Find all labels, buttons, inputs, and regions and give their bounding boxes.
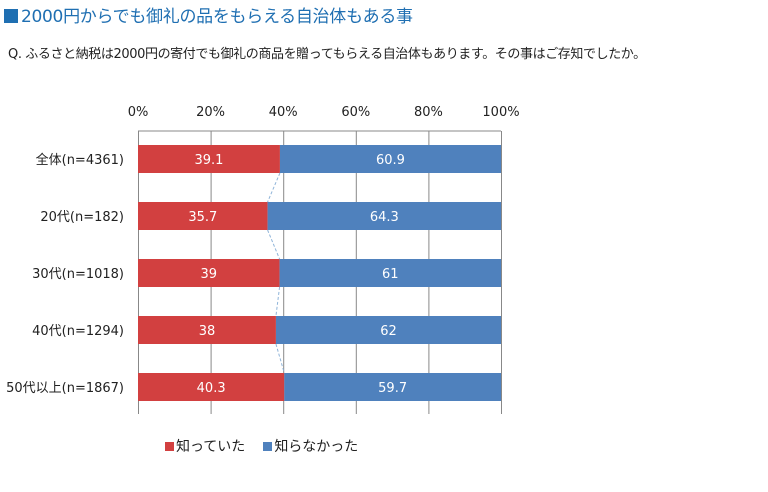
data-label: 40.3 [197, 381, 226, 396]
legend-label-did-not-know: 知らなかった [274, 439, 359, 455]
bars: 39.1 60.9 35.7 64.3 39 61 38 62 40.3 59.7 [138, 145, 501, 401]
legend-label-knew: 知っていた [176, 439, 246, 455]
x-tick-label: 40% [269, 105, 298, 120]
bar-knew [138, 316, 276, 344]
series-line [275, 343, 285, 374]
series-lines [267, 172, 285, 374]
bar-knew [138, 259, 280, 287]
legend-item-did-not-know: 知らなかった [263, 436, 358, 456]
x-tick-label: 60% [341, 105, 370, 120]
x-tick-label: 20% [196, 105, 225, 120]
bar-did-not-know [279, 259, 501, 287]
data-label: 38 [199, 324, 216, 339]
title-text: 2000円からでも御礼の品をもらえる自治体もある事 [21, 7, 413, 27]
data-label: 59.7 [378, 381, 407, 396]
category-label: 40代(n=1294) [32, 324, 124, 339]
bar-knew [138, 373, 285, 401]
legend-swatch-knew [165, 441, 174, 451]
category-label: 30代(n=1018) [32, 267, 124, 282]
x-axis-ticks: 0% 20% 40% 60% 80% 100% [128, 105, 520, 120]
survey-question: Q. ふるさと納税は2000円の寄付でも御礼の商品を贈ってもらえる自治体もありま… [8, 47, 646, 62]
series-line [267, 229, 281, 260]
bar-knew [138, 202, 268, 230]
data-label: 39 [201, 267, 218, 282]
series-line [267, 172, 281, 203]
category-labels: 全体(n=4361) 20代(n=182) 30代(n=1018) 40代(n=129… [6, 152, 124, 396]
bar-did-not-know [284, 373, 501, 401]
data-label: 35.7 [188, 210, 217, 225]
bar-knew [138, 145, 280, 173]
x-tick-label: 100% [482, 105, 519, 120]
category-label: 20代(n=182) [40, 210, 124, 225]
x-tick-label: 80% [414, 105, 443, 120]
bar-did-not-know [275, 316, 501, 344]
bar-did-not-know [279, 145, 501, 173]
series-line [275, 286, 281, 317]
legend-item-knew: 知っていた [165, 436, 245, 456]
data-label: 61 [382, 267, 399, 282]
bar-did-not-know [267, 202, 501, 230]
data-label: 62 [380, 324, 397, 339]
data-label: 64.3 [370, 210, 399, 225]
category-label: 50代以上(n=1867) [6, 381, 124, 396]
page-title: 2000円からでも御礼の品をもらえる自治体もある事 [4, 2, 413, 27]
legend: 知っていた 知らなかった [165, 436, 358, 456]
data-label: 60.9 [376, 153, 405, 168]
x-tick-label: 0% [128, 105, 149, 120]
legend-swatch-did-not-know [263, 441, 273, 451]
category-label: 全体(n=4361) [36, 152, 124, 168]
square-bullet-icon [4, 9, 18, 23]
data-label: 39.1 [194, 153, 223, 168]
